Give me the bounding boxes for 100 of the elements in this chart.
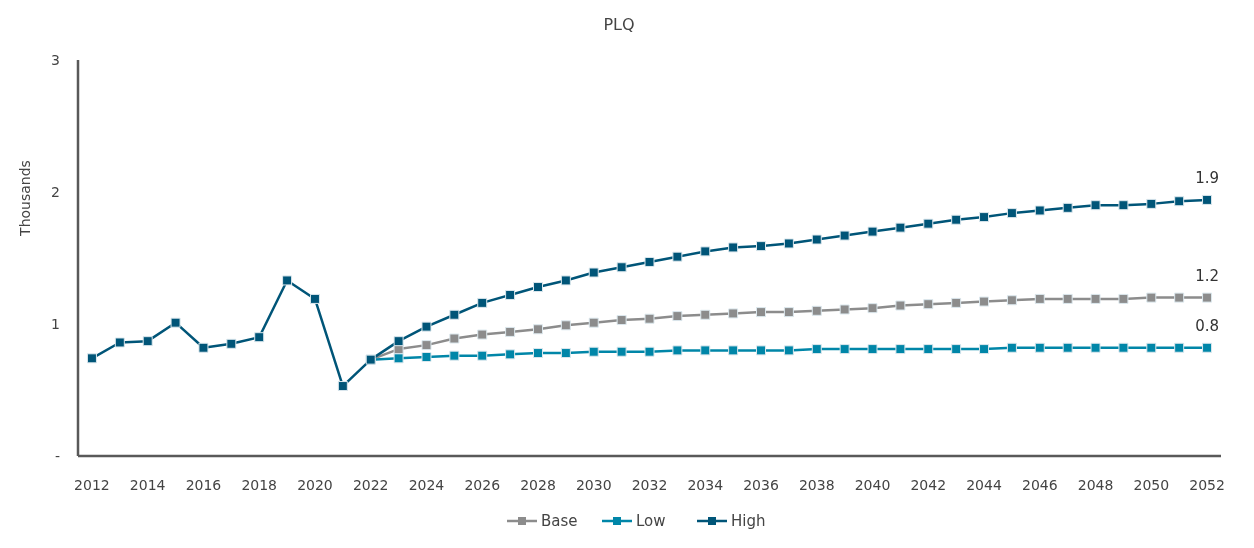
point [1090, 293, 1101, 304]
x-tick-label: 2018 [241, 477, 278, 493]
point [923, 344, 934, 355]
point [951, 214, 962, 225]
point [728, 345, 739, 356]
point [867, 303, 878, 314]
point [783, 307, 794, 318]
point [477, 350, 488, 361]
x-tick-label: 2022 [352, 477, 389, 493]
point [1118, 342, 1129, 353]
point [1202, 194, 1213, 205]
point [588, 267, 599, 278]
point [142, 336, 153, 347]
point [421, 352, 432, 362]
point [923, 299, 934, 310]
legend-label: High [731, 512, 766, 530]
point [839, 230, 850, 241]
point [1174, 196, 1185, 207]
point [895, 300, 906, 311]
point [700, 345, 711, 356]
point [226, 338, 237, 349]
point [1146, 198, 1157, 209]
point [616, 262, 627, 273]
point [1090, 342, 1101, 353]
point [728, 308, 739, 319]
data-label: 1.2 [1195, 266, 1219, 285]
x-tick-label: 2034 [687, 477, 724, 493]
point [1006, 295, 1017, 306]
point [1146, 342, 1157, 353]
point [644, 313, 655, 324]
point [1118, 200, 1129, 211]
point [421, 340, 432, 351]
x-tick-label: 2028 [520, 477, 556, 493]
point [1174, 292, 1185, 303]
point [700, 246, 711, 257]
point [616, 315, 627, 326]
point [1034, 293, 1045, 304]
point [532, 282, 543, 293]
point [839, 304, 850, 315]
x-tick-label: 2014 [129, 477, 166, 493]
x-tick-label: 2016 [185, 477, 222, 493]
point [449, 309, 460, 320]
data-label: 1.9 [1195, 168, 1219, 187]
point [644, 256, 655, 267]
point [588, 346, 599, 357]
x-tick-label: 2040 [854, 477, 891, 493]
point [811, 234, 822, 245]
point [839, 344, 850, 355]
point [1202, 342, 1213, 353]
point [672, 251, 683, 262]
legend-label: Low [636, 512, 666, 530]
x-tick-label: 2042 [910, 477, 947, 493]
point [616, 346, 627, 357]
point [532, 324, 543, 335]
point [923, 218, 934, 229]
point [895, 344, 906, 355]
point [505, 349, 516, 360]
point [951, 344, 962, 355]
point [728, 242, 739, 253]
x-tick-label: 2046 [1021, 477, 1058, 493]
point [1006, 208, 1017, 219]
point [393, 336, 404, 347]
x-tick-label: 2032 [631, 477, 668, 493]
y-tick-label: - [54, 447, 60, 464]
point [672, 311, 683, 322]
point [560, 348, 571, 359]
point [783, 345, 794, 356]
point [114, 337, 125, 348]
x-tick-label: 2044 [966, 477, 1002, 493]
point [170, 317, 181, 328]
point [756, 307, 767, 318]
point [337, 381, 348, 392]
y-tick-label: 3 [51, 51, 60, 68]
point [672, 345, 683, 356]
point [532, 348, 543, 359]
point [1062, 342, 1073, 353]
point [783, 238, 794, 249]
x-tick-label: 2052 [1189, 477, 1225, 493]
x-tick-label: 2050 [1133, 477, 1170, 493]
point [588, 317, 599, 328]
x-tick-label: 2020 [297, 477, 333, 493]
point [811, 305, 822, 316]
point [979, 296, 990, 307]
point [1062, 202, 1073, 213]
point [449, 350, 460, 361]
y-axis-title: Thousands [17, 160, 33, 237]
point [756, 345, 767, 356]
point [254, 332, 265, 343]
point [477, 297, 488, 308]
point [505, 289, 516, 300]
point [1034, 205, 1045, 216]
x-tick-label: 2038 [798, 477, 835, 493]
point [560, 320, 571, 331]
legend-label: Base [541, 512, 578, 530]
x-tick-label: 2048 [1077, 477, 1114, 493]
y-tick-label: 2 [51, 183, 60, 200]
point [867, 344, 878, 355]
point [309, 293, 320, 304]
point [867, 226, 878, 237]
data-label: 0.8 [1195, 316, 1219, 335]
